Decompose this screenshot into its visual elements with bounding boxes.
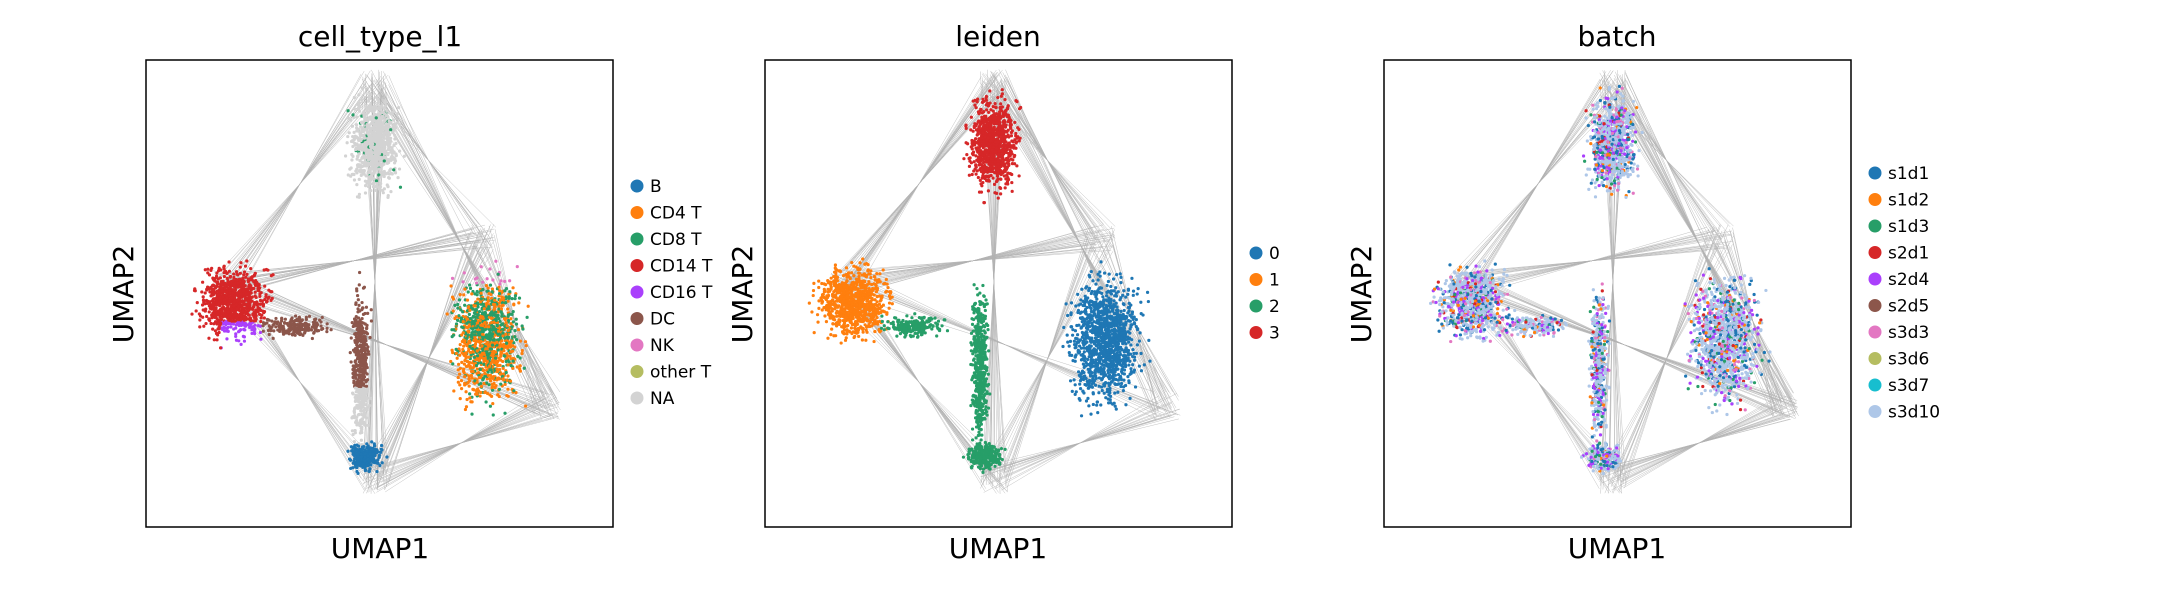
legend-marker <box>630 206 644 219</box>
graph-edges <box>212 69 561 494</box>
legend-marker <box>1868 219 1882 233</box>
x-axis-label: UMAP1 <box>1568 532 1667 565</box>
y-axis-label: UMAP2 <box>1345 245 1378 344</box>
legend-marker <box>630 232 644 246</box>
legend: s1d1 s1d2 s1d3 s2d1 s2d4 s2d5 s3d3 s3d6 s3d7 s3d1… <box>1868 164 1940 423</box>
legend-marker <box>1868 325 1882 339</box>
legend-marker <box>630 365 644 378</box>
plot-area <box>1429 70 1799 494</box>
legend-label: CD16 T <box>650 283 713 303</box>
legend-marker <box>1868 352 1882 365</box>
legend-label: 2 <box>1269 297 1280 317</box>
plot-area <box>190 69 561 494</box>
legend-marker <box>1249 246 1263 260</box>
legend-label: s3d6 <box>1888 350 1929 370</box>
legend-marker <box>1249 273 1263 286</box>
legend-marker <box>630 259 644 272</box>
legend-label: NK <box>650 336 675 356</box>
cell-points <box>190 84 530 475</box>
legend-label: 3 <box>1269 324 1280 344</box>
legend-marker <box>1868 299 1882 312</box>
panel-title: batch <box>1577 20 1656 53</box>
legend-marker <box>630 312 644 325</box>
legend-marker <box>630 338 644 352</box>
panel-batch: batch UMAP1 UMAP2 s1d1 s1d2 s1d3 s2d1 s2d4 s2… <box>1345 20 1940 565</box>
legend-label: s2d1 <box>1888 244 1929 264</box>
legend: 0 1 2 3 <box>1249 244 1280 344</box>
panel-title: leiden <box>955 20 1041 53</box>
panel-title: cell_type_l1 <box>298 20 462 53</box>
legend-marker <box>1868 246 1882 259</box>
legend-marker <box>1249 299 1263 313</box>
legend-marker <box>1249 326 1263 339</box>
x-axis-label: UMAP1 <box>949 532 1048 565</box>
plot-area <box>807 69 1181 494</box>
legend-marker <box>1868 272 1882 286</box>
plot-frame <box>764 59 1233 528</box>
legend-label: 1 <box>1269 271 1280 291</box>
legend-label: other T <box>650 363 712 383</box>
legend-label: s2d4 <box>1888 270 1929 290</box>
cell-points <box>807 88 1152 474</box>
legend-marker <box>1868 166 1882 180</box>
legend-marker <box>630 391 644 405</box>
legend-label: s3d3 <box>1888 323 1929 343</box>
cell-points <box>1429 84 1772 476</box>
legend-marker <box>630 179 644 193</box>
legend-marker <box>630 285 644 299</box>
legend-label: s1d1 <box>1888 164 1929 184</box>
panel-cell-type-l1: cell_type_l1 UMAP1 UMAP2 B CD4 T CD8 T CD14… <box>107 20 713 565</box>
legend: B CD4 T CD8 T CD14 T CD16 T DC NK other T NA <box>630 177 713 409</box>
legend-marker <box>1868 378 1882 392</box>
legend-label: s1d2 <box>1888 191 1929 211</box>
legend-label: CD4 T <box>650 204 702 224</box>
plot-frame <box>1383 59 1852 528</box>
legend-label: s3d10 <box>1888 403 1940 423</box>
plot-frame <box>145 59 614 528</box>
legend-label: CD8 T <box>650 230 702 250</box>
legend-label: CD14 T <box>650 257 713 277</box>
legend-label: 0 <box>1269 244 1280 264</box>
legend-label: s2d5 <box>1888 297 1929 317</box>
legend-marker <box>1868 405 1882 418</box>
legend-label: B <box>650 177 662 197</box>
legend-label: DC <box>650 310 675 330</box>
panel-leiden: leiden UMAP1 UMAP2 0 1 2 3 <box>726 20 1280 565</box>
legend-label: s3d7 <box>1888 376 1929 396</box>
legend-marker <box>1868 193 1882 206</box>
y-axis-label: UMAP2 <box>726 245 759 344</box>
legend-label: s1d3 <box>1888 217 1929 237</box>
legend-label: NA <box>650 389 675 409</box>
x-axis-label: UMAP1 <box>331 532 430 565</box>
y-axis-label: UMAP2 <box>107 245 140 344</box>
